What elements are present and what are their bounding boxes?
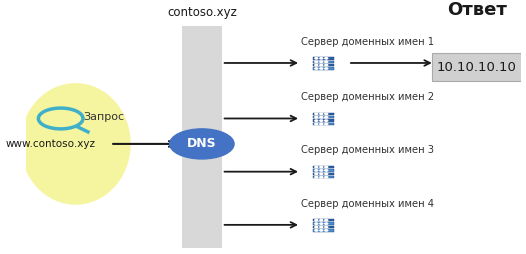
- Circle shape: [325, 117, 328, 118]
- Circle shape: [325, 120, 328, 121]
- FancyBboxPatch shape: [313, 119, 333, 122]
- Circle shape: [315, 226, 318, 228]
- Ellipse shape: [21, 84, 130, 204]
- Text: contoso.xyz: contoso.xyz: [167, 6, 237, 19]
- Circle shape: [315, 113, 318, 115]
- Circle shape: [325, 61, 328, 62]
- Circle shape: [315, 173, 318, 174]
- Circle shape: [320, 166, 323, 168]
- Text: Сервер доменных имен 3: Сервер доменных имен 3: [301, 146, 434, 155]
- FancyBboxPatch shape: [313, 60, 333, 63]
- Text: 10.10.10.10: 10.10.10.10: [437, 61, 517, 74]
- FancyBboxPatch shape: [313, 176, 333, 179]
- FancyBboxPatch shape: [313, 219, 333, 221]
- FancyBboxPatch shape: [313, 116, 333, 118]
- Circle shape: [320, 226, 323, 228]
- Circle shape: [320, 117, 323, 118]
- Circle shape: [325, 113, 328, 115]
- Circle shape: [325, 226, 328, 228]
- Circle shape: [325, 177, 328, 178]
- Text: www.contoso.xyz: www.contoso.xyz: [6, 139, 96, 149]
- Circle shape: [320, 223, 323, 224]
- Circle shape: [315, 58, 318, 59]
- Circle shape: [315, 120, 318, 121]
- Circle shape: [315, 177, 318, 178]
- Circle shape: [315, 223, 318, 224]
- Circle shape: [325, 173, 328, 174]
- Circle shape: [325, 166, 328, 168]
- Circle shape: [320, 170, 323, 171]
- Circle shape: [320, 230, 323, 231]
- Circle shape: [325, 58, 328, 59]
- FancyBboxPatch shape: [313, 64, 333, 66]
- Circle shape: [315, 61, 318, 62]
- Circle shape: [325, 223, 328, 224]
- Text: DNS: DNS: [187, 137, 217, 150]
- FancyBboxPatch shape: [432, 53, 524, 82]
- Circle shape: [325, 230, 328, 231]
- Circle shape: [325, 68, 328, 69]
- Circle shape: [320, 113, 323, 115]
- Circle shape: [325, 219, 328, 221]
- Text: Сервер доменных имен 2: Сервер доменных имен 2: [301, 92, 434, 102]
- Circle shape: [320, 219, 323, 221]
- FancyBboxPatch shape: [313, 169, 333, 172]
- FancyBboxPatch shape: [313, 229, 333, 232]
- FancyBboxPatch shape: [313, 113, 333, 115]
- FancyBboxPatch shape: [313, 57, 333, 60]
- Circle shape: [325, 123, 328, 125]
- Circle shape: [325, 170, 328, 171]
- Circle shape: [320, 58, 323, 59]
- Circle shape: [315, 123, 318, 125]
- Circle shape: [320, 65, 323, 66]
- FancyBboxPatch shape: [313, 123, 333, 125]
- FancyBboxPatch shape: [313, 172, 333, 175]
- Circle shape: [315, 166, 318, 168]
- FancyBboxPatch shape: [182, 26, 221, 248]
- Text: Сервер доменных имен 1: Сервер доменных имен 1: [301, 37, 434, 47]
- Text: Запрос: Запрос: [83, 112, 124, 122]
- Circle shape: [315, 219, 318, 221]
- Circle shape: [315, 65, 318, 66]
- Text: Сервер доменных имен 4: Сервер доменных имен 4: [301, 199, 434, 209]
- Circle shape: [170, 129, 234, 159]
- Circle shape: [320, 120, 323, 121]
- Circle shape: [320, 173, 323, 174]
- Circle shape: [320, 68, 323, 69]
- Circle shape: [320, 123, 323, 125]
- Circle shape: [320, 61, 323, 62]
- FancyBboxPatch shape: [313, 223, 333, 225]
- Text: Ответ: Ответ: [447, 1, 507, 19]
- FancyBboxPatch shape: [313, 67, 333, 70]
- Circle shape: [315, 170, 318, 171]
- Circle shape: [315, 68, 318, 69]
- Circle shape: [325, 65, 328, 66]
- Circle shape: [320, 177, 323, 178]
- FancyBboxPatch shape: [313, 226, 333, 228]
- Circle shape: [315, 117, 318, 118]
- FancyBboxPatch shape: [313, 166, 333, 168]
- Circle shape: [315, 230, 318, 231]
